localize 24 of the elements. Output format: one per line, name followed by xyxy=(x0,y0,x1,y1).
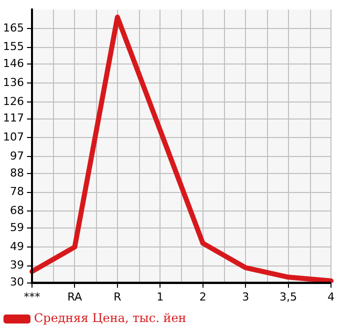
y-tick-label: 88 xyxy=(10,166,24,180)
x-tick-label: R xyxy=(114,290,122,304)
legend-label: Средняя Цена, тыс. йен xyxy=(34,311,186,326)
x-tick-label: 3 xyxy=(242,290,250,304)
y-tick-label: 97 xyxy=(10,149,24,162)
x-tick-label: 4 xyxy=(328,290,334,304)
y-tick-label: 39 xyxy=(10,258,24,272)
x-tick-label: 2 xyxy=(199,290,206,304)
y-tick-label: 136 xyxy=(2,76,24,89)
y-tick-label: 30 xyxy=(10,276,24,289)
y-tick-label: 49 xyxy=(10,240,24,253)
y-tick-label: 68 xyxy=(10,204,24,218)
x-tick-label: *** xyxy=(24,290,41,304)
y-tick-label: 117 xyxy=(2,112,24,125)
y-tick-label: 155 xyxy=(2,40,24,54)
y-tick-label: 165 xyxy=(2,21,24,34)
x-tick-label: 1 xyxy=(156,290,164,304)
y-tick-label: 107 xyxy=(2,130,24,144)
x-tick-label: RA xyxy=(67,290,83,304)
y-tick-label: 146 xyxy=(2,57,24,70)
x-tick-label: 3,5 xyxy=(280,290,298,304)
y-tick-label: 78 xyxy=(10,185,24,198)
y-tick-label: 126 xyxy=(2,94,24,108)
y-tick-label: 59 xyxy=(10,221,24,234)
